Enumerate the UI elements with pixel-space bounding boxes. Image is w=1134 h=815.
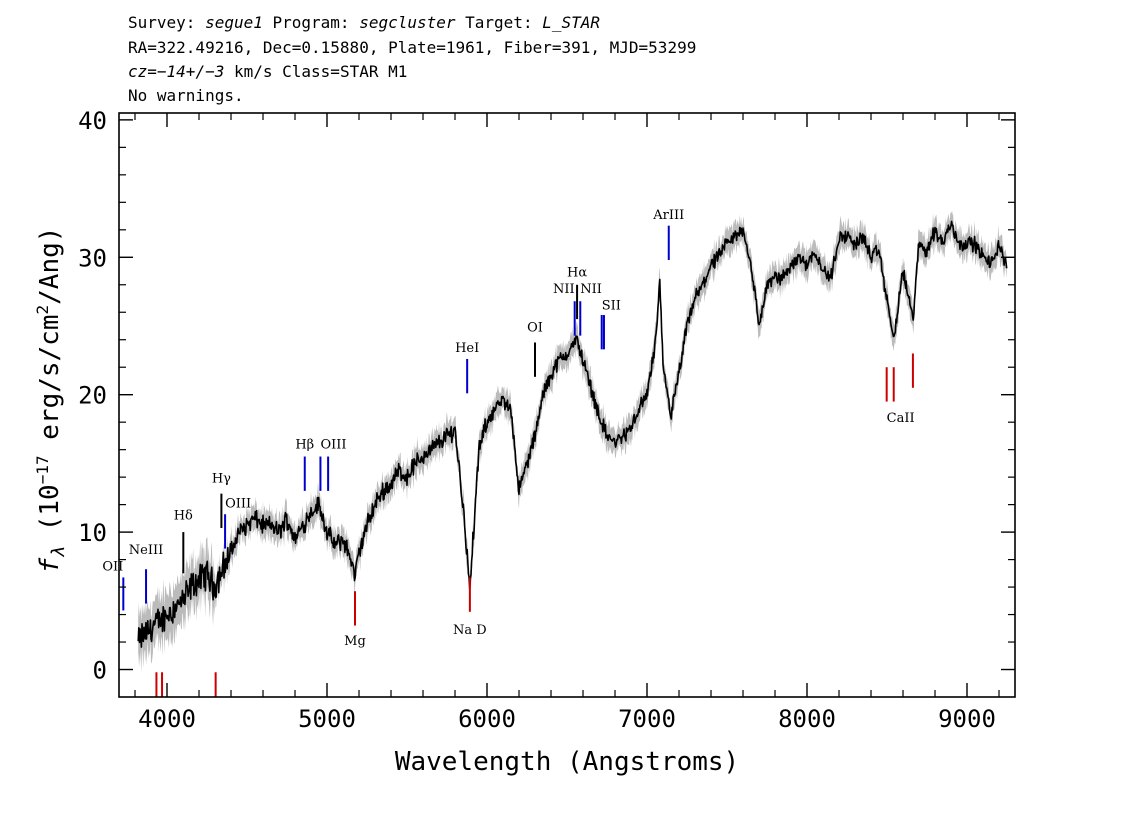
y-tick-label: 40 <box>78 107 107 135</box>
emission-line-label: Hα <box>567 266 587 281</box>
plot-frame <box>118 112 1016 698</box>
x-tick-label: 7000 <box>618 705 676 733</box>
header-line-2: RA=322.49216, Dec=0.15880, Plate=1961, F… <box>128 38 696 57</box>
axis-ticks: 4000 5000 6000 7000 8000 9000 0 10 20 30 40 <box>78 107 1015 733</box>
x-tick-label: 4000 <box>138 705 196 733</box>
header-line-3: cz=−14+/−3 km/s Class=STAR M1 <box>128 62 407 81</box>
y-tick-label: 30 <box>78 244 107 272</box>
header-line-4: No warnings. <box>128 86 244 105</box>
absorption-line-label: Na D <box>453 623 487 638</box>
absorption-line-label: Mg <box>344 634 366 649</box>
emission-line-label: NII <box>580 282 602 297</box>
emission-line-label: Hγ <box>212 472 231 487</box>
emission-line-label: Hδ <box>174 509 193 524</box>
y-axis-label: fλ (10−17 erg/s/cm2/Ang) <box>33 227 69 574</box>
x-tick-label: 5000 <box>298 705 356 733</box>
emission-line-label: OIII <box>225 496 251 511</box>
emission-line-label: OIII <box>320 437 346 452</box>
y-tick-label: 10 <box>78 519 107 547</box>
emission-line-label: NeIII <box>129 543 163 558</box>
emission-line-label: OI <box>527 320 543 335</box>
emission-line-label: OII <box>102 560 123 575</box>
x-tick-label: 8000 <box>778 705 836 733</box>
spectrum-series <box>137 220 1008 648</box>
emission-line-label: Hβ <box>295 437 314 452</box>
header-block: Survey: segue1 Program: segcluster Targe… <box>128 13 696 105</box>
error-band-fill <box>138 210 1007 673</box>
x-axis-label: Wavelength (Angstroms) <box>395 747 739 777</box>
y-tick-label: 20 <box>78 382 107 410</box>
x-tick-label: 9000 <box>938 705 996 733</box>
emission-line-label: HeI <box>455 341 479 356</box>
absorption-line-label: CaII <box>887 411 915 426</box>
error-band <box>138 210 1007 673</box>
emission-line-label: ArIII <box>652 208 684 223</box>
x-tick-label: 6000 <box>458 705 516 733</box>
emission-line-label: NII <box>553 282 575 297</box>
header-line-1: Survey: segue1 Program: segcluster Targe… <box>128 13 600 32</box>
emission-line-label: SII <box>602 298 621 313</box>
y-tick-label: 0 <box>93 657 107 685</box>
spectrum-line <box>137 220 1008 648</box>
